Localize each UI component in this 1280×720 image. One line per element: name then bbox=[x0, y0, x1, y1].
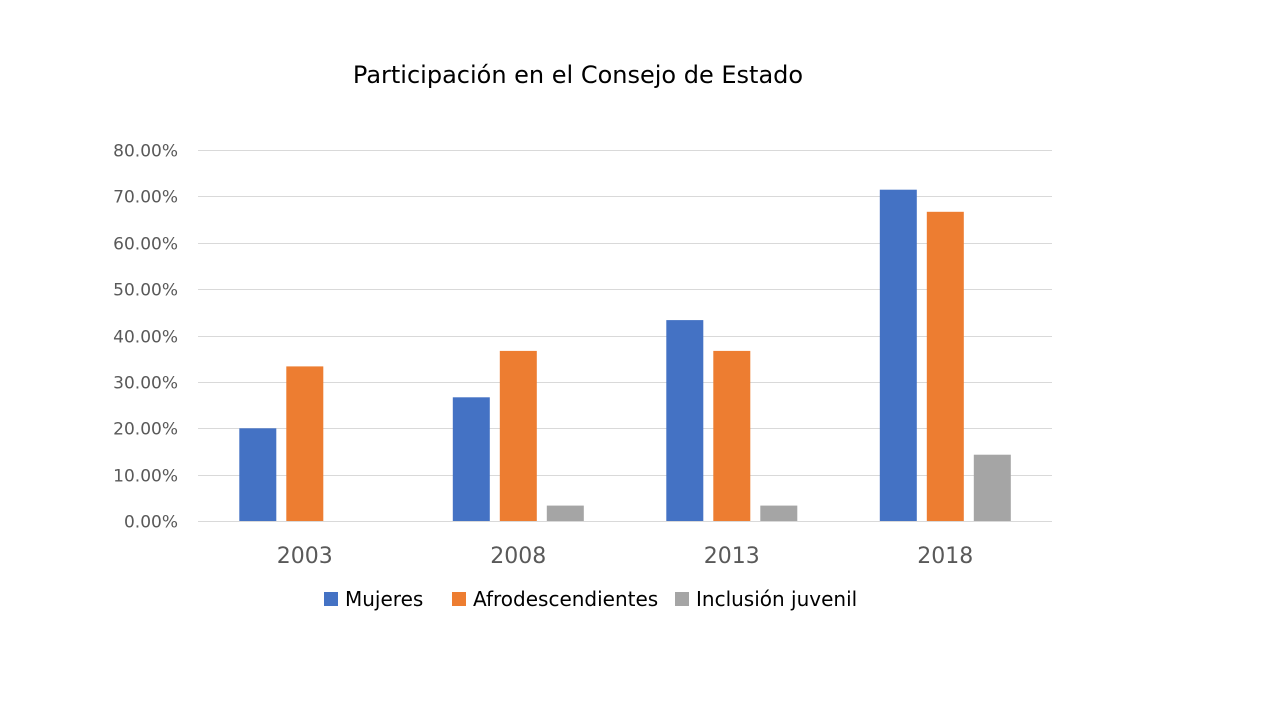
y-tick-label: 30.00% bbox=[113, 374, 178, 394]
y-tick-label: 70.00% bbox=[113, 188, 178, 208]
x-tick-label: 2018 bbox=[917, 544, 973, 569]
bar-mujeres-2013 bbox=[666, 320, 704, 521]
legend-swatch bbox=[675, 592, 689, 606]
y-tick-label: 0.00% bbox=[124, 513, 178, 533]
legend-swatch bbox=[324, 592, 338, 606]
x-tick-label: 2008 bbox=[490, 544, 546, 569]
bars bbox=[239, 189, 1011, 522]
legend-label: Inclusión juvenil bbox=[696, 587, 857, 611]
y-tick-label: 10.00% bbox=[113, 467, 178, 487]
y-tick-label: 50.00% bbox=[113, 281, 178, 301]
y-axis: 0.00% 10.00% 20.00% 30.00% 40.00% 50.00% 60.00… bbox=[113, 142, 178, 533]
bar-inclusión-juvenil-2008 bbox=[546, 505, 584, 521]
legend-swatch bbox=[452, 592, 466, 606]
bar-inclusión-juvenil-2018 bbox=[973, 454, 1011, 521]
bar-mujeres-2008 bbox=[452, 397, 490, 521]
bar-mujeres-2003 bbox=[239, 428, 277, 522]
x-tick-label: 2003 bbox=[277, 544, 333, 569]
chart-title: Participación en el Consejo de Estado bbox=[353, 61, 803, 89]
legend: Mujeres Afrodescendientes Inclusión juveni… bbox=[324, 587, 857, 611]
y-tick-label: 40.00% bbox=[113, 328, 178, 348]
bar-afrodescendientes-2003 bbox=[286, 366, 324, 521]
legend-label: Afrodescendientes bbox=[473, 587, 658, 611]
bar-mujeres-2018 bbox=[879, 189, 917, 521]
bar-inclusión-juvenil-2013 bbox=[760, 505, 798, 521]
y-tick-label: 20.00% bbox=[113, 420, 178, 440]
legend-label: Mujeres bbox=[345, 587, 423, 611]
gridlines bbox=[198, 150, 1052, 522]
bar-afrodescendientes-2018 bbox=[926, 211, 964, 522]
x-tick-label: 2013 bbox=[704, 544, 760, 569]
y-tick-label: 60.00% bbox=[113, 235, 178, 255]
x-axis: 2003 2008 2013 2018 bbox=[198, 521, 1052, 569]
y-tick-label: 80.00% bbox=[113, 142, 178, 162]
bar-afrodescendientes-2008 bbox=[499, 350, 537, 521]
bar-afrodescendientes-2013 bbox=[713, 350, 751, 521]
